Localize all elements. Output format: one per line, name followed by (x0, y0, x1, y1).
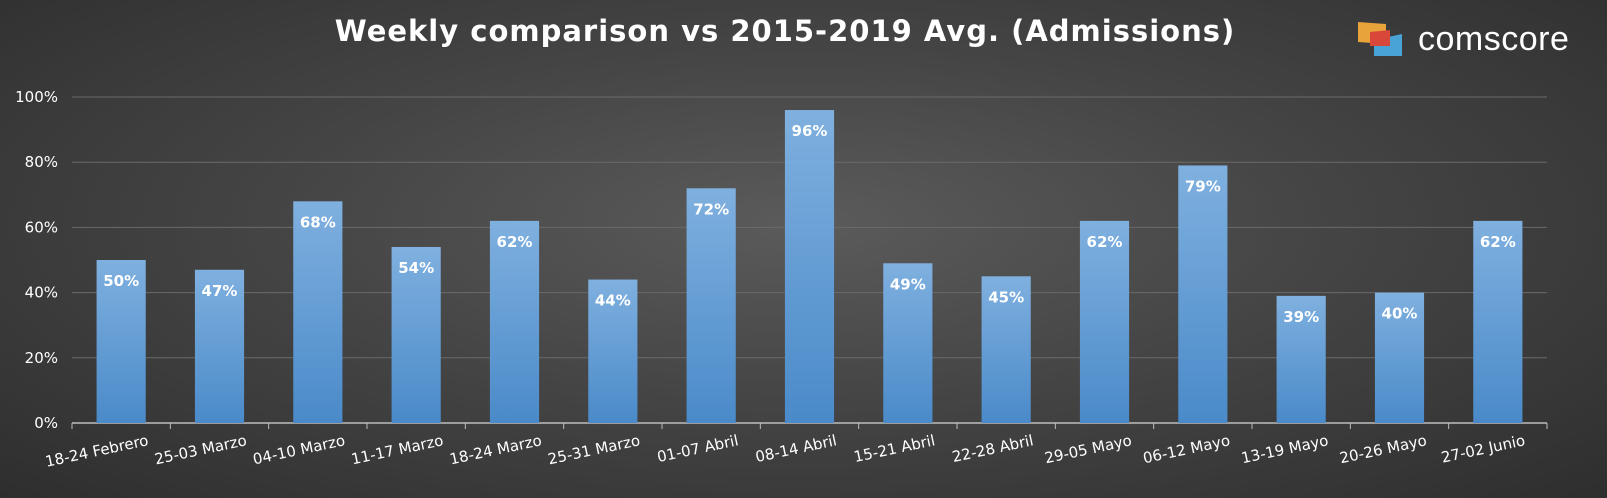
x-tick-label: 20-26 Mayo (1338, 431, 1428, 467)
bar (1276, 295, 1326, 423)
data-label: 44% (595, 292, 631, 310)
x-tick-label: 11-17 Marzo (350, 431, 445, 468)
comscore-logo-icon (1358, 22, 1402, 56)
x-tick-label: 22-28 Abril (950, 431, 1035, 466)
x-tick-label: 18-24 Marzo (448, 431, 543, 468)
x-tick-label: 08-14 Abril (754, 431, 839, 466)
data-label: 62% (1480, 233, 1516, 251)
bar (194, 269, 245, 423)
data-label: 79% (1185, 177, 1221, 195)
y-tick-label: 60% (25, 218, 58, 236)
x-axis: 18-24 Febrero 25-03 Marzo 04-10 Marzo 11-17… (44, 423, 1548, 471)
y-tick-label: 20% (25, 349, 58, 367)
y-axis: 0% 20% 40% 60% 80% 100% (15, 88, 58, 432)
data-label: 45% (988, 288, 1024, 306)
x-tick-label: 13-19 Mayo (1240, 431, 1330, 467)
x-tick-label: 01-07 Abril (655, 431, 740, 466)
bar (1178, 165, 1228, 423)
data-label: 62% (497, 233, 533, 251)
x-tick-label: 25-31 Marzo (546, 431, 641, 468)
bar (981, 276, 1031, 423)
x-tick-label: 18-24 Febrero (44, 431, 150, 470)
x-tick-label: 04-10 Marzo (251, 431, 346, 468)
bars: 50% 47% 68% 54% 62% 44% 72% 96% 49% 45% 62% 79% 39% 4… (96, 110, 1523, 423)
data-label: 40% (1382, 305, 1418, 323)
bar (489, 220, 540, 423)
data-label: 72% (693, 200, 729, 218)
y-tick-label: 0% (34, 414, 58, 432)
bar (1079, 220, 1130, 423)
bar (588, 279, 638, 423)
x-tick-label: 06-12 Mayo (1141, 431, 1231, 467)
comscore-logo: comscore (1356, 18, 1596, 62)
y-tick-label: 100% (15, 88, 58, 106)
bar (96, 260, 146, 423)
bar (293, 201, 343, 423)
chart-title: Weekly comparison vs 2015-2019 Avg. (Adm… (334, 14, 1236, 48)
data-label: 62% (1087, 233, 1123, 251)
data-label: 54% (398, 259, 434, 277)
y-tick-label: 80% (25, 153, 58, 171)
bar (686, 188, 736, 423)
x-tick-label: 27-02 Junio (1440, 431, 1527, 466)
x-tick-label: 15-21 Abril (852, 431, 937, 466)
brand-name: comscore (1418, 20, 1570, 58)
data-label: 39% (1283, 308, 1319, 326)
data-label: 68% (300, 213, 336, 231)
data-label: 49% (890, 275, 926, 293)
bar (391, 246, 441, 423)
bar (1374, 292, 1425, 423)
y-tick-label: 40% (25, 284, 58, 302)
data-label: 96% (792, 122, 828, 140)
bar (883, 263, 933, 423)
bar (1473, 220, 1523, 423)
bar (784, 110, 835, 423)
x-tick-label: 25-03 Marzo (153, 431, 248, 468)
data-label: 47% (202, 282, 238, 300)
data-label: 50% (103, 272, 139, 290)
x-tick-label: 29-05 Mayo (1043, 431, 1133, 467)
